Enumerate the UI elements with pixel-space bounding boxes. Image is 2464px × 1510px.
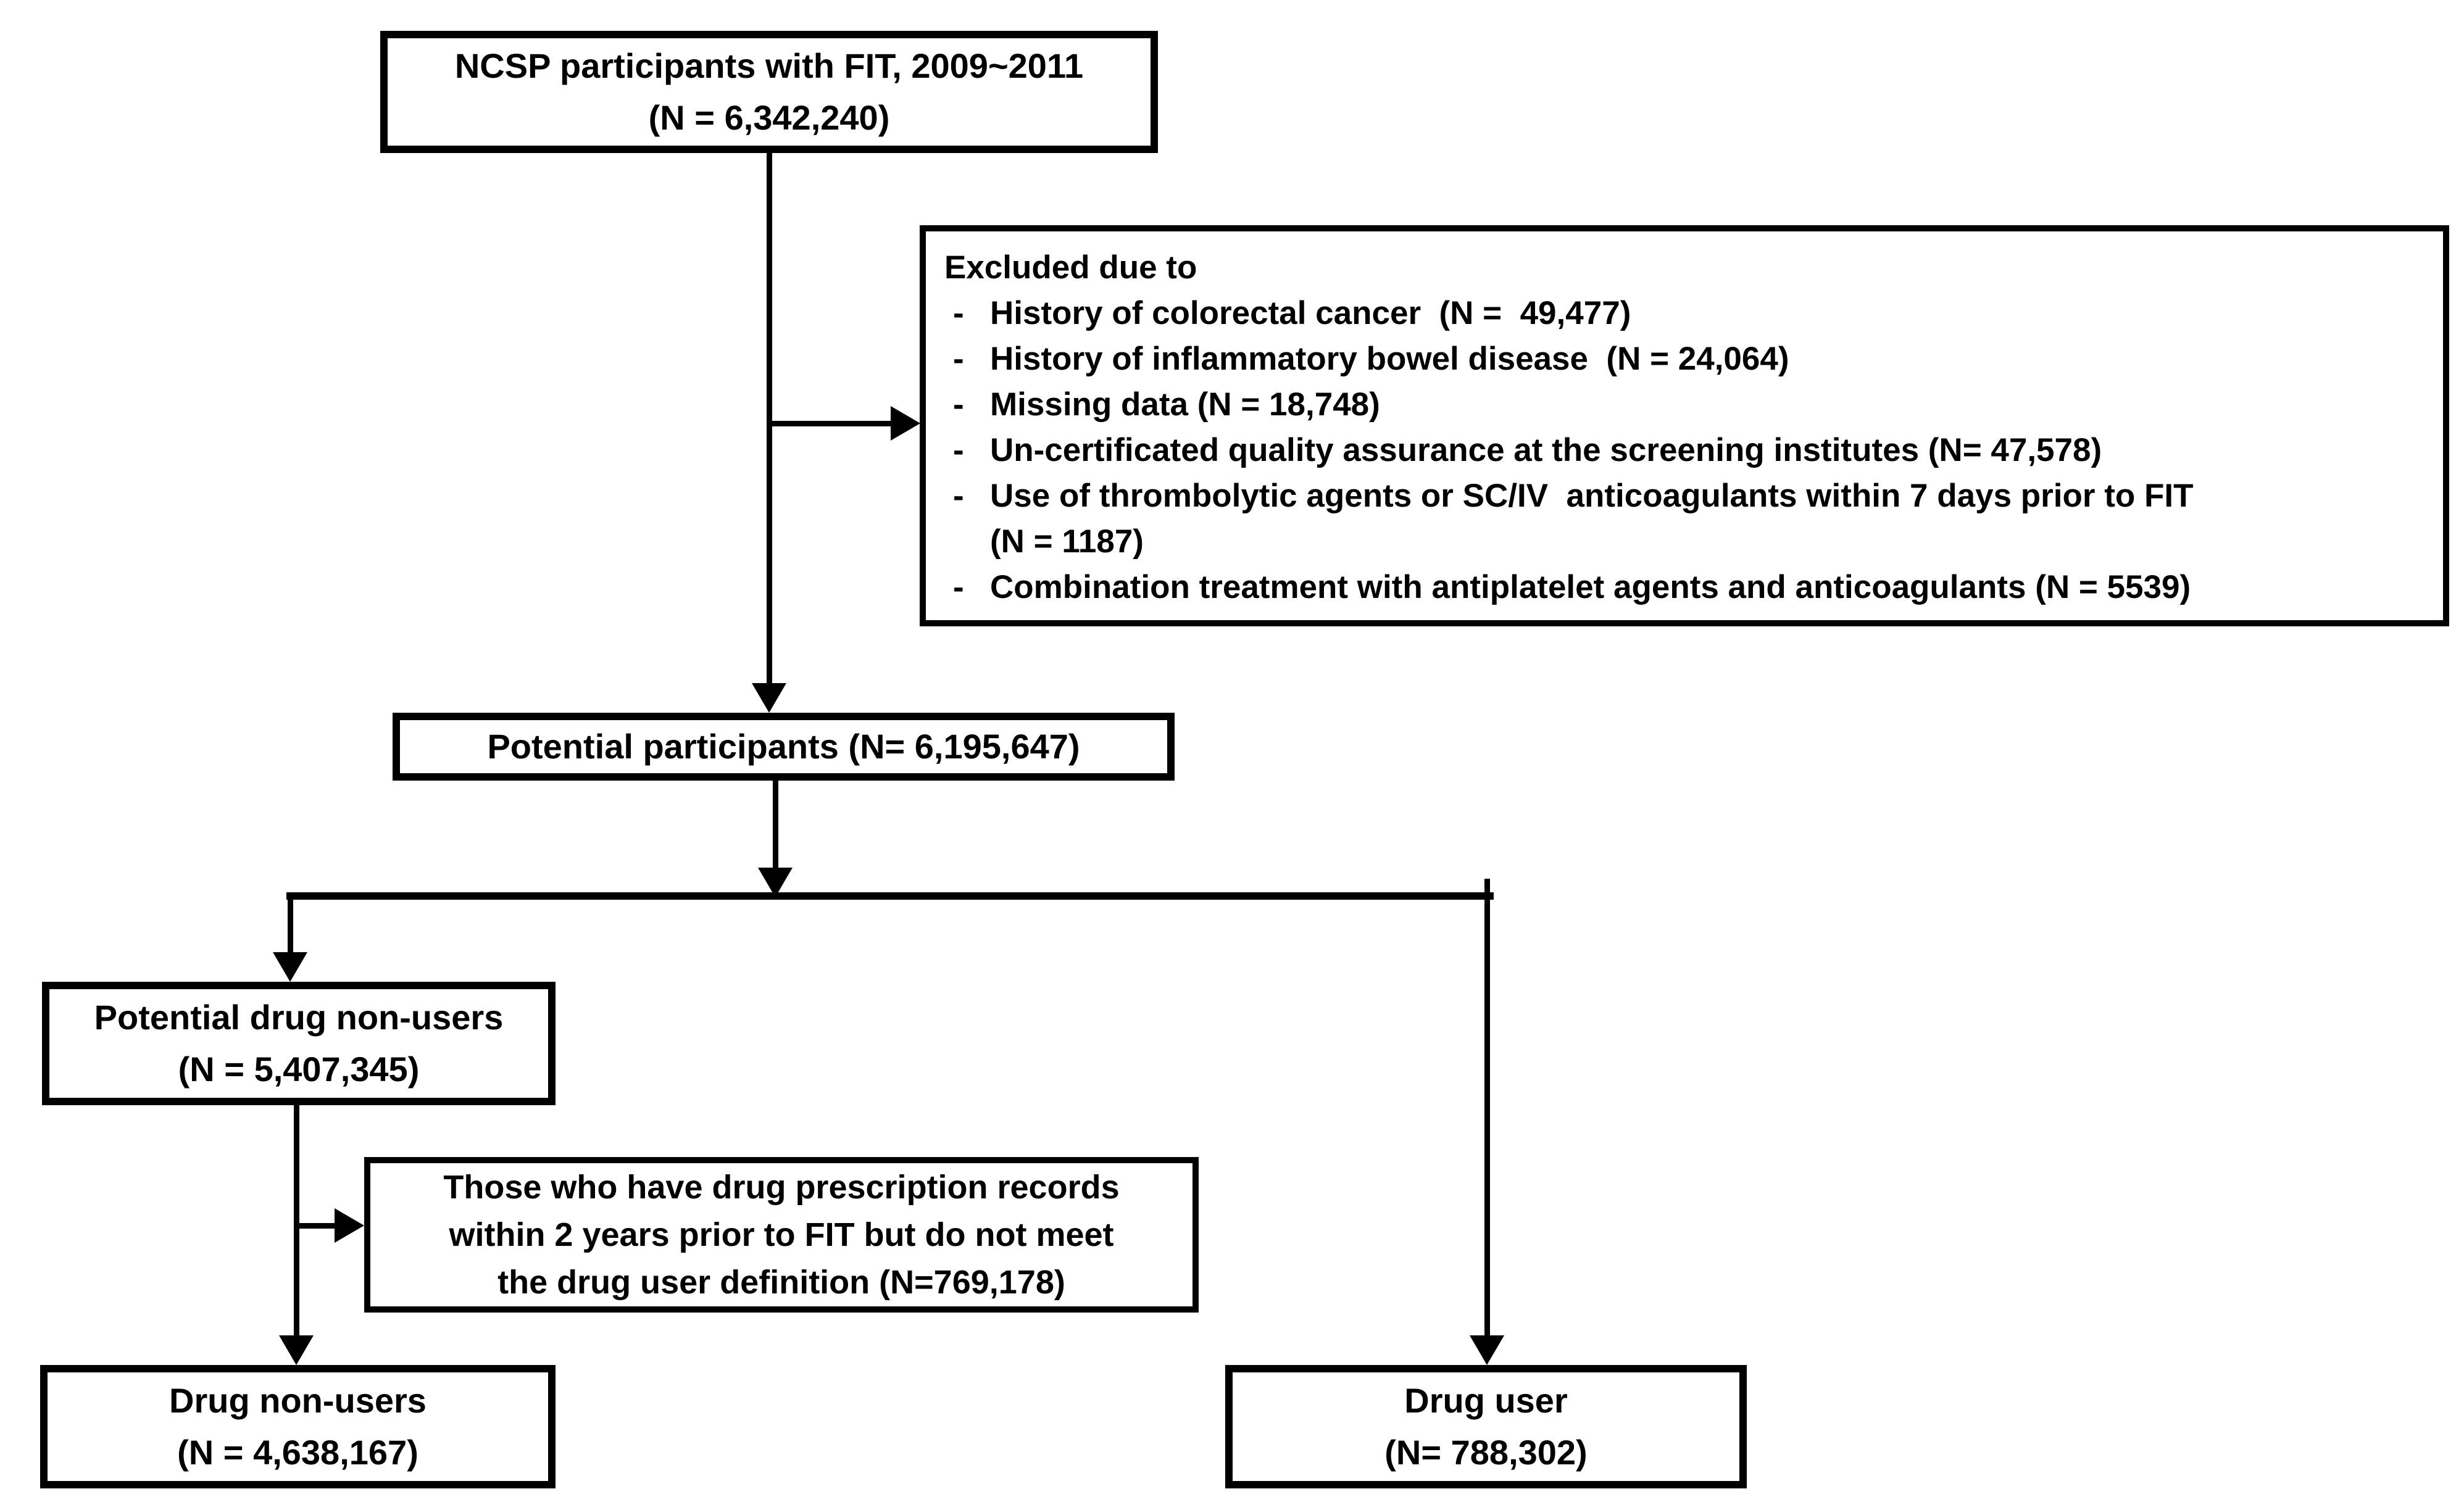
box-drug-non-users: Drug non-users (N = 4,638,167) <box>40 1365 556 1488</box>
connector-to-prescription-records-box <box>294 1223 336 1229</box>
exclusion-item-thrombolytic-agents: - Use of thrombolytic agents or SC/IV an… <box>944 473 2431 565</box>
prescription-records-line: Those who have drug prescription records <box>443 1168 1120 1206</box>
drug-non-users-label: Drug non-users <box>169 1381 427 1420</box>
arrowhead-down-into-drug-user <box>1470 1335 1504 1365</box>
box-potential-drug-non-users: Potential drug non-users (N = 5,407,345) <box>42 982 556 1105</box>
exclusion-item-label: Un-certificated quality assurance at the… <box>990 432 2102 468</box>
exclusion-item-uncertificated-quality: - Un-certificated quality assurance at t… <box>944 428 2431 473</box>
box-drug-user: Drug user (N= 788,302) <box>1225 1365 1747 1488</box>
box-exclusions: Excluded due to - History of colorectal … <box>920 225 2449 626</box>
exclusion-item-label: History of inflammatory bowel disease (N… <box>990 341 1789 377</box>
prescription-records-line: the drug user definition (N=769,178) <box>497 1263 1065 1301</box>
exclusion-bullet: - <box>953 478 964 514</box>
connector-split-to-drug-user <box>1484 898 1490 1336</box>
ncsp-participants-label: NCSP participants with FIT, 2009~2011 <box>454 46 1084 85</box>
connector-potential-participants-to-split <box>773 778 778 869</box>
connector-split-right-stub <box>1484 879 1490 894</box>
exclusion-bullet: - <box>953 341 964 377</box>
exclusion-bullet: - <box>953 432 964 468</box>
potential-drug-non-users-count: (N = 5,407,345) <box>178 1050 420 1089</box>
exclusion-item-label: History of colorectal cancer (N = 49,477… <box>990 295 1631 331</box>
potential-drug-non-users-label: Potential drug non-users <box>94 998 504 1037</box>
exclusion-item-missing-data: - Missing data (N = 18,748) <box>944 382 2431 428</box>
drug-user-label: Drug user <box>1404 1381 1568 1420</box>
exclusion-item-label: Combination treatment with antiplatelet … <box>990 569 2191 605</box>
connector-split-to-potential-drug-non-users <box>288 898 293 953</box>
prescription-records-line: within 2 years prior to FIT but do not m… <box>449 1216 1114 1253</box>
drug-user-count: (N= 788,302) <box>1384 1433 1588 1472</box>
box-ncsp-participants: NCSP participants with FIT, 2009~2011 (N… <box>380 31 1158 153</box>
exclusion-bullet: - <box>953 295 964 331</box>
arrowhead-down-into-potential-participants <box>752 683 786 713</box>
arrowhead-down-into-potential-drug-non-users <box>273 952 307 982</box>
box-prescription-records: Those who have drug prescription records… <box>364 1157 1199 1313</box>
connector-top-to-potential-participants <box>767 152 772 684</box>
drug-non-users-count: (N = 4,638,167) <box>177 1433 418 1472</box>
exclusion-item-label: Use of thrombolytic agents or SC/IV anti… <box>990 478 2194 514</box>
arrowhead-right-into-excluded-box <box>891 406 920 441</box>
exclusion-item-inflammatory-bowel-disease: - History of inflammatory bowel disease … <box>944 336 2431 382</box>
connector-potential-drug-non-users-to-drug-non-users <box>294 1104 299 1335</box>
ncsp-participants-count: (N = 6,342,240) <box>648 98 890 137</box>
box-potential-participants: Potential participants (N= 6,195,647) <box>393 713 1175 781</box>
exclusion-item-colorectal-cancer: - History of colorectal cancer (N = 49,4… <box>944 291 2431 336</box>
connector-split-horizontal <box>286 892 1494 900</box>
connector-to-excluded-box <box>767 421 892 426</box>
arrowhead-down-into-drug-non-users <box>279 1335 314 1365</box>
exclusions-title: Excluded due to <box>944 249 1197 286</box>
exclusion-item-count: (N = 1187) <box>990 523 1144 560</box>
exclusion-item-combination-treatment: - Combination treatment with antiplatele… <box>944 565 2431 610</box>
arrowhead-right-into-prescription-records-box <box>335 1208 364 1243</box>
exclusion-item-label: Missing data (N = 18,748) <box>990 386 1380 423</box>
exclusion-bullet: - <box>953 569 964 605</box>
exclusion-bullet: - <box>953 386 964 423</box>
potential-participants-label: Potential participants (N= 6,195,647) <box>487 727 1080 766</box>
